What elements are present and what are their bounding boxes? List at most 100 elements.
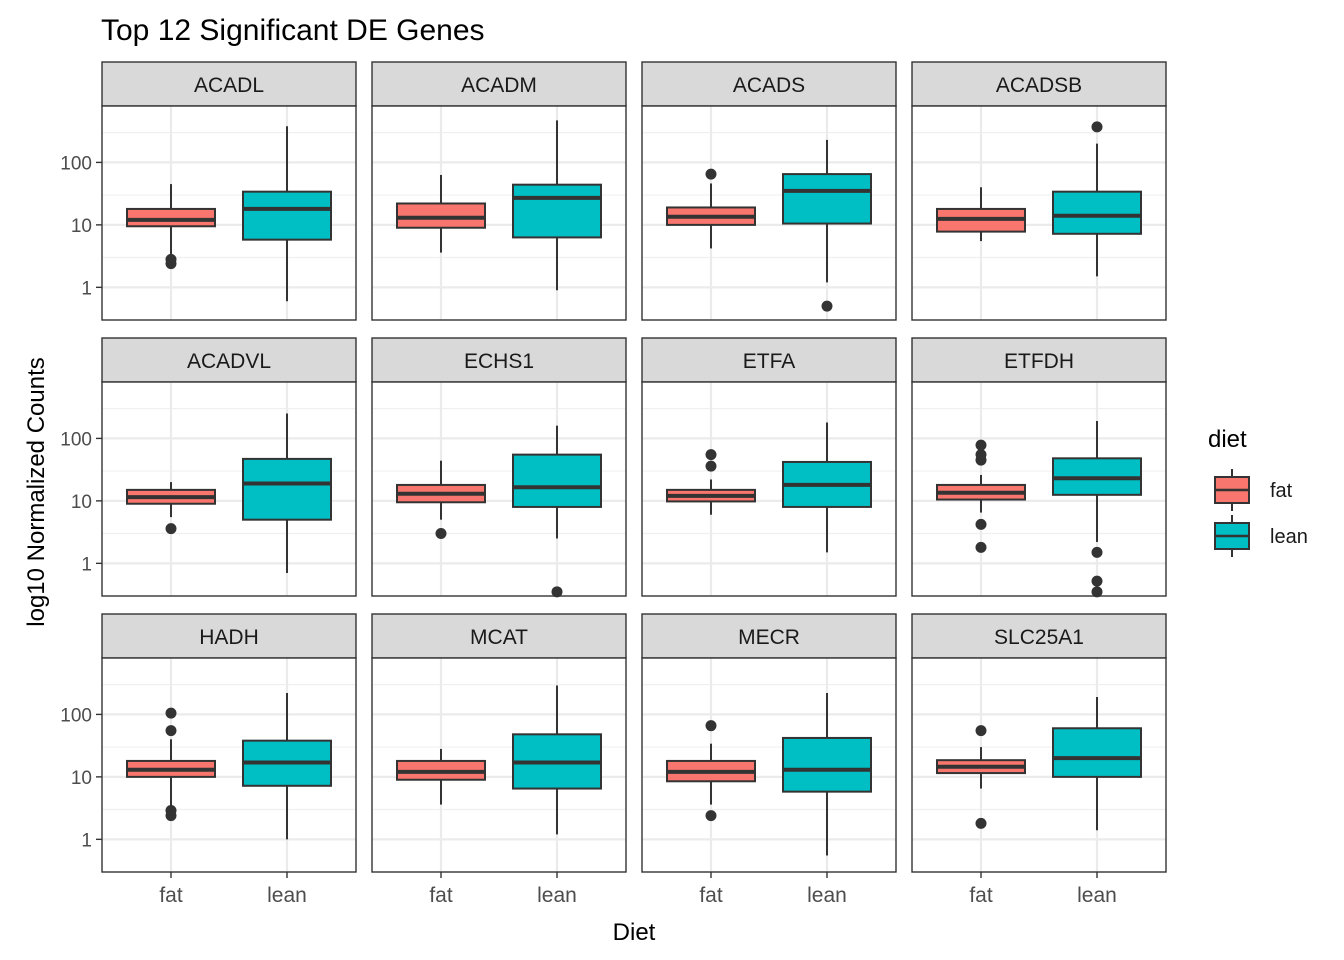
outlier-point — [165, 523, 177, 535]
facet-strip-label: ACADM — [461, 74, 537, 97]
facet-strip — [641, 613, 897, 659]
facet-strip — [911, 613, 1167, 659]
box-lean-iqr — [242, 457, 332, 521]
y-tick-label: 10 — [71, 768, 92, 789]
x-tick-label: lean — [1077, 884, 1117, 907]
x-tick-label: fat — [969, 884, 993, 907]
outlier-point — [975, 817, 987, 829]
facet-panel-etfa: ETFA — [641, 337, 897, 597]
panel-border — [641, 105, 897, 321]
facet-strip — [101, 337, 357, 383]
box-lean — [242, 126, 332, 302]
y-tick-label: 100 — [60, 705, 92, 726]
box-lean — [512, 120, 602, 291]
outlier-point — [975, 725, 987, 737]
outlier-point — [705, 460, 717, 472]
facet-strip — [371, 613, 627, 659]
facet-panel-acads: ACADS — [641, 61, 897, 321]
box-fat — [666, 720, 756, 822]
facet-panel-hadh: HADH 1 10 100 fat lean — [60, 613, 357, 907]
legend-item-fat: fat — [1214, 469, 1293, 511]
box-lean — [1052, 420, 1142, 598]
box-fat — [396, 174, 486, 253]
box-lean — [1052, 696, 1142, 831]
outlier-point — [1091, 586, 1103, 598]
outlier-point — [165, 725, 177, 737]
panel-border — [641, 657, 897, 873]
outlier-point — [1091, 121, 1103, 133]
facet-panel-mecr: MECR fat lean — [641, 613, 897, 907]
box-lean-iqr — [512, 183, 602, 239]
box-lean — [1052, 121, 1142, 277]
y-tick-label: 100 — [60, 153, 92, 174]
panel-border — [371, 105, 627, 321]
legend-title: diet — [1208, 426, 1247, 453]
facet-strip-label: ETFDH — [1004, 350, 1074, 373]
facet-strip-label: ETFA — [743, 350, 796, 373]
box-lean-iqr — [1052, 727, 1142, 778]
y-tick-label: 100 — [60, 429, 92, 450]
box-lean — [782, 422, 872, 553]
panel-border — [371, 657, 627, 873]
facet-panel-acadsb: ACADSB — [911, 61, 1167, 321]
box-fat — [666, 168, 756, 249]
outlier-point — [1091, 575, 1103, 587]
box-lean-iqr — [782, 173, 872, 225]
panel-border — [101, 105, 357, 321]
x-tick-label: lean — [267, 884, 307, 907]
panel-border — [911, 657, 1167, 873]
box-fat — [126, 482, 216, 535]
facet-panels: ACADL 1 10 100 ACADM ACADS ACADSB ACADVL 1 10 100 E… — [60, 61, 1167, 907]
facet-strip — [371, 61, 627, 107]
outlier-point — [1091, 546, 1103, 558]
facet-strip-label: ACADL — [194, 74, 264, 97]
y-tick-label: 1 — [81, 830, 92, 851]
facet-strip-label: ACADSB — [996, 74, 1082, 97]
y-tick-label: 10 — [71, 216, 92, 237]
facet-strip-label: MCAT — [470, 626, 528, 649]
panel-border — [371, 381, 627, 597]
outlier-point — [165, 253, 177, 265]
y-tick-label: 10 — [71, 492, 92, 513]
panel-border — [101, 381, 357, 597]
box-lean — [782, 693, 872, 856]
box-lean — [782, 139, 872, 312]
box-lean — [512, 425, 602, 598]
box-fat-iqr — [396, 202, 486, 229]
outlier-point — [975, 518, 987, 530]
facet-strip — [641, 337, 897, 383]
outlier-point — [821, 300, 833, 312]
box-lean-iqr — [242, 190, 332, 241]
legend-item-lean: lean — [1214, 515, 1308, 557]
x-axis-title: Diet — [613, 919, 656, 946]
outlier-point — [551, 586, 563, 598]
outlier-point — [705, 720, 717, 732]
box-lean-iqr — [782, 736, 872, 793]
x-tick-label: lean — [807, 884, 847, 907]
box-lean — [242, 693, 332, 840]
outlier-point — [705, 168, 717, 180]
facet-strip-label: MECR — [738, 626, 800, 649]
panel-border — [101, 657, 357, 873]
x-tick-label: fat — [159, 884, 183, 907]
facet-strip-label: ACADS — [733, 74, 805, 97]
outlier-point — [435, 528, 447, 540]
box-fat — [936, 439, 1026, 553]
box-lean — [512, 685, 602, 835]
box-lean — [242, 413, 332, 574]
legend: diet fat lean — [1208, 426, 1308, 557]
facet-panel-etfdh: ETFDH — [911, 337, 1167, 598]
outlier-point — [165, 804, 177, 816]
facet-strip — [101, 613, 357, 659]
box-fat-iqr — [126, 207, 216, 228]
box-fat — [936, 187, 1026, 242]
panel-border — [911, 105, 1167, 321]
panel-border — [911, 381, 1167, 597]
box-lean-iqr — [1052, 190, 1142, 235]
facet-strip — [641, 61, 897, 107]
y-tick-label: 1 — [81, 554, 92, 575]
facet-panel-acadm: ACADM — [371, 61, 627, 321]
facet-strip — [911, 337, 1167, 383]
outlier-point — [165, 707, 177, 719]
